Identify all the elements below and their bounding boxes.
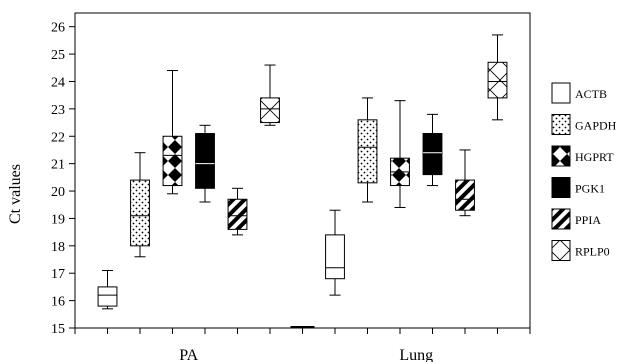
- y-tick-label: 16: [51, 295, 65, 310]
- legend-label: ACTB: [575, 87, 607, 101]
- legend-item-rplp0: RPLP0: [551, 240, 610, 261]
- legend-swatch: [551, 82, 571, 104]
- legend-item-actb: ACTB: [551, 82, 607, 104]
- legend-item-hgprt: HGPRT: [551, 145, 614, 167]
- box-iqr: [357, 119, 378, 184]
- y-tick-label: 17: [51, 267, 65, 282]
- legend-swatch: [551, 240, 571, 261]
- boxes-layer: [97, 34, 508, 310]
- y-tick-label: 24: [51, 75, 65, 90]
- legend-swatch: [551, 208, 571, 230]
- box-iqr: [130, 179, 150, 247]
- box-iqr: [487, 61, 508, 99]
- box-rplp0-lung: [487, 34, 508, 121]
- box-hgprt-lung: [390, 100, 410, 208]
- legend-label: PGK1: [575, 182, 605, 196]
- legend-label: HGPRT: [575, 150, 614, 164]
- legend-swatch: [551, 145, 571, 167]
- y-tick-label: 20: [51, 185, 65, 200]
- y-tick-label: 22: [51, 130, 65, 145]
- box-iqr: [422, 133, 443, 176]
- box-iqr: [162, 135, 183, 187]
- box-iqr: [195, 133, 215, 189]
- y-tick-label: 21: [51, 158, 65, 173]
- legend-swatch: [551, 114, 571, 135]
- y-tick-label: 26: [51, 21, 65, 36]
- y-tick-label: 25: [51, 48, 65, 63]
- legend-item-gapdh: GAPDH: [551, 114, 617, 135]
- axes: 15 16 17 18 19 20 21 22 23 24 25 26 PA Lung: [51, 12, 531, 362]
- legend-item-pgk1: PGK1: [551, 177, 605, 198]
- group-label-pa: PA: [179, 347, 198, 362]
- legend-label: PPIA: [575, 213, 601, 227]
- legend: ACTB GAPDH HGPRT PGK1 PPIA RPLP0: [551, 82, 617, 261]
- box-iqr: [325, 234, 345, 280]
- group-label-lung: Lung: [399, 347, 433, 362]
- box-iqr: [97, 286, 118, 307]
- legend-label: GAPDH: [575, 119, 617, 133]
- y-tick-label: 19: [51, 212, 65, 227]
- box-hgprt-pa: [162, 70, 183, 195]
- plot-frame: [74, 12, 531, 329]
- box-iqr: [455, 179, 475, 211]
- box-pgk1-pa: [195, 124, 215, 203]
- legend-swatch: [551, 177, 571, 198]
- legend-label: RPLP0: [575, 245, 610, 259]
- box-actb-pa: [97, 269, 118, 310]
- box-actb-lung: [325, 209, 345, 296]
- box-iqr: [227, 198, 248, 230]
- box-ppia-lung: [455, 149, 475, 217]
- box-rplp0-pa: [260, 64, 280, 126]
- y-tick-label: 18: [51, 240, 65, 255]
- box-ppia-pa: [227, 187, 248, 236]
- y-axis-label: Ct values: [7, 164, 24, 224]
- box-iqr: [260, 97, 280, 124]
- y-tick-label: 23: [51, 103, 65, 118]
- legend-item-ppia: PPIA: [551, 208, 601, 230]
- box-pgk1-lung: [422, 113, 443, 187]
- box-gapdh-pa: [130, 152, 150, 258]
- y-tick-label: 15: [51, 322, 65, 337]
- box-gapdh-lung: [357, 97, 378, 203]
